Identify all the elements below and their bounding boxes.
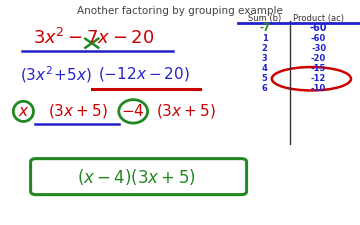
Text: -60: -60 — [311, 34, 326, 43]
Text: $(3x+5)$: $(3x+5)$ — [48, 102, 107, 120]
Text: $(3x+5)$: $(3x+5)$ — [156, 102, 215, 120]
Text: Another factoring by grouping example: Another factoring by grouping example — [77, 6, 283, 16]
Text: 5: 5 — [262, 74, 267, 83]
Text: Product (ac): Product (ac) — [293, 14, 344, 22]
Text: $-4$: $-4$ — [121, 103, 145, 119]
Text: -12: -12 — [311, 74, 326, 83]
Text: 3: 3 — [262, 54, 267, 63]
Text: 1: 1 — [262, 34, 267, 43]
Text: Sum (b): Sum (b) — [248, 14, 281, 22]
Text: 2: 2 — [262, 44, 267, 53]
Text: 4: 4 — [262, 64, 267, 73]
Text: $(x-4)(3x+5)$: $(x-4)(3x+5)$ — [77, 167, 196, 187]
Text: -60: -60 — [310, 23, 327, 33]
Text: 6: 6 — [262, 84, 267, 93]
Text: -20: -20 — [311, 54, 326, 63]
Text: $3x^2 - 7x - 20$: $3x^2 - 7x - 20$ — [33, 28, 154, 48]
Text: $(-12x - 20)$: $(-12x - 20)$ — [98, 65, 190, 83]
Text: -15: -15 — [311, 64, 326, 73]
Text: -7: -7 — [259, 23, 270, 33]
Text: $(3x^2\!+\!5x)$: $(3x^2\!+\!5x)$ — [20, 64, 92, 85]
Text: -10: -10 — [311, 84, 326, 93]
Text: $x$: $x$ — [18, 104, 29, 119]
Text: -30: -30 — [311, 44, 326, 53]
